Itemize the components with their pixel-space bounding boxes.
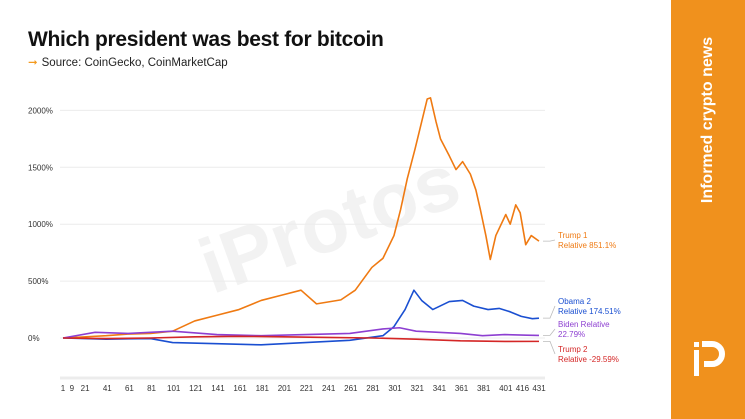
series-label: Relative 851.1% [558, 241, 616, 250]
x-tick-label: 261 [344, 384, 358, 393]
x-tick-label: 321 [411, 384, 425, 393]
y-tick-label: 500% [28, 277, 48, 286]
y-tick-label: 1000% [28, 220, 53, 229]
watermark: iProtos [188, 136, 471, 311]
x-tick-label: 416 [516, 384, 530, 393]
chart-title: Which president was best for bitcoin [28, 28, 384, 51]
x-tick-label: 1 [61, 384, 66, 393]
x-tick-label: 101 [167, 384, 181, 393]
x-tick-label: 9 [70, 384, 75, 393]
x-tick-label: 21 [81, 384, 90, 393]
x-tick-label: 181 [256, 384, 270, 393]
iprotos-logo-icon [694, 341, 725, 376]
series-line-trump-1 [62, 97, 540, 339]
tagline: Informed crypto news [699, 36, 716, 204]
x-tick-label: 201 [278, 384, 292, 393]
x-tick-label: 61 [125, 384, 134, 393]
series-label: Obama 2 [558, 297, 591, 306]
x-tick-label: 401 [499, 384, 513, 393]
x-tick-label: 121 [189, 384, 203, 393]
label-leader [543, 340, 556, 355]
x-tick-label: 41 [103, 384, 112, 393]
source-line: ➞ Source: CoinGecko, CoinMarketCap [28, 55, 228, 69]
x-tick-label: 81 [147, 384, 156, 393]
x-tick-label: 281 [366, 384, 380, 393]
y-tick-label: 0% [28, 334, 40, 343]
x-tick-label: 431 [532, 384, 546, 393]
x-tick-label: 301 [388, 384, 402, 393]
series-line-obama-2 [62, 289, 540, 346]
x-tick-label: 361 [455, 384, 469, 393]
source-text: Source: CoinGecko, CoinMarketCap [41, 57, 228, 69]
x-tick-label: 381 [477, 384, 491, 393]
series-label: Trump 2 [558, 345, 588, 354]
y-tick-label: 2000% [28, 106, 53, 115]
line-chart: iProtos 0%500%1000%1500%2000%1 9 21 41 61 81 1… [28, 97, 621, 393]
series-label: Relative 174.51% [558, 307, 621, 316]
series-line-trump-2 [62, 335, 540, 343]
series-label: Biden Relative [558, 320, 610, 329]
y-tick-label: 1500% [28, 163, 53, 172]
series-label: 22.79% [558, 330, 585, 339]
series-label: Trump 1 [558, 231, 588, 240]
side-panel [671, 0, 745, 419]
label-leader [543, 328, 556, 336]
arrow-icon: ➞ [28, 57, 38, 69]
x-tick-label: 241 [322, 384, 336, 393]
label-leader [543, 305, 556, 319]
series-label: Relative -29.59% [558, 355, 619, 364]
x-tick-label: 341 [433, 384, 447, 393]
series-line-biden [62, 326, 540, 339]
label-leader [543, 239, 556, 242]
x-tick-label: 221 [300, 384, 314, 393]
x-tick-label: 161 [233, 384, 247, 393]
x-tick-label: 141 [211, 384, 225, 393]
